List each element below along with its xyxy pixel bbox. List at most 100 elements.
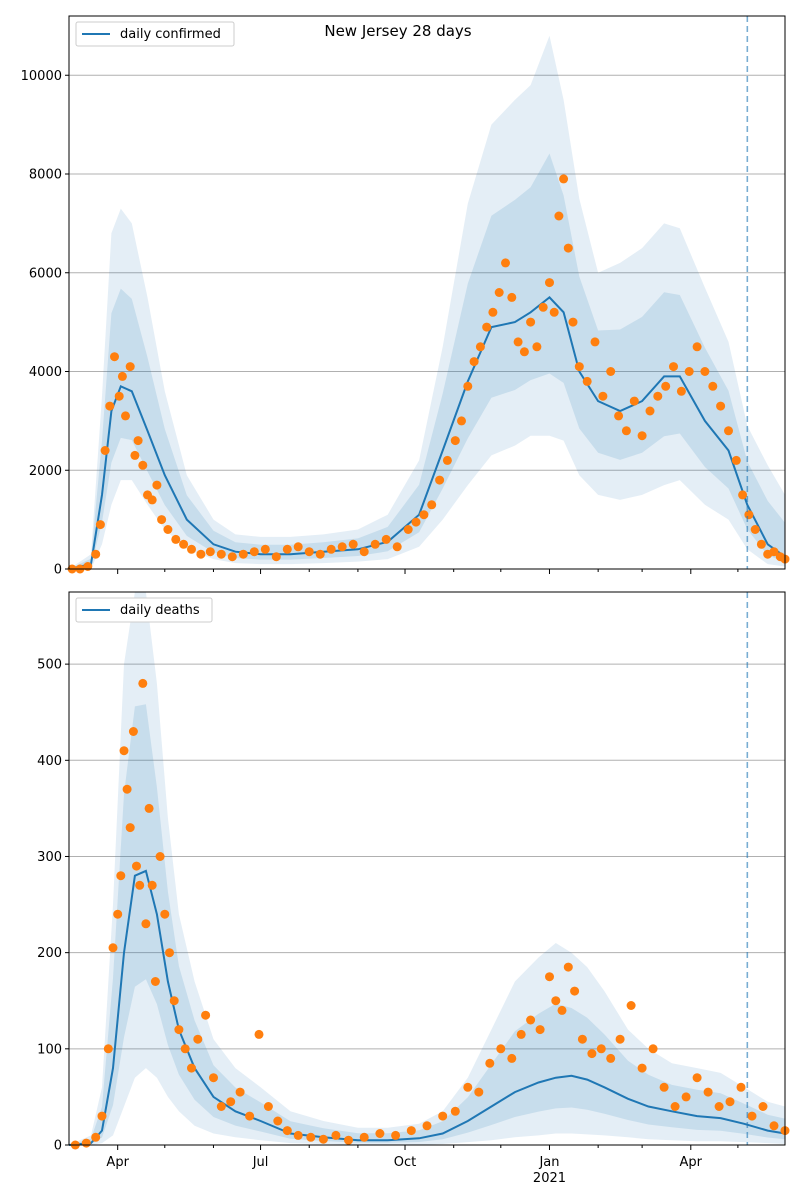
- deaths-data-point: [187, 1063, 196, 1073]
- confirmed-data-point: [238, 549, 248, 559]
- x-tick-label: Apr: [680, 1155, 703, 1170]
- deaths-data-point: [626, 1001, 636, 1010]
- deaths-legend-label: daily deaths: [120, 603, 200, 618]
- deaths-data-point: [125, 823, 135, 833]
- confirmed-data-point: [114, 391, 124, 401]
- confirmed-data-point: [442, 455, 452, 465]
- deaths-legend-box: [75, 597, 213, 623]
- deaths-data-point: [165, 948, 174, 958]
- confirmed-data-point: [83, 562, 93, 571]
- confirmed-data-point: [163, 525, 173, 534]
- confirmed-data-point: [187, 544, 196, 554]
- confirmed-data-point: [326, 544, 336, 554]
- confirmed-data-point: [482, 322, 492, 332]
- deaths-legend: daily deaths: [75, 597, 213, 623]
- confirmed-data-point: [731, 455, 741, 465]
- confirmed-data-point: [260, 544, 270, 554]
- confirmed-data-point: [282, 544, 292, 554]
- confirmed-data-point: [435, 475, 445, 485]
- confirmed-data-point: [750, 525, 760, 534]
- confirmed-data-point: [457, 416, 466, 426]
- deaths-data-point: [406, 1126, 416, 1136]
- confirmed-x-ticks: [117, 569, 739, 574]
- confirmed-y-tick-label: 8000: [29, 168, 62, 183]
- confirmed-data-point: [532, 342, 542, 352]
- confirmed-data-point: [205, 547, 215, 557]
- deaths-data-point: [169, 996, 179, 1006]
- confirmed-data-point: [419, 510, 429, 520]
- confirmed-data-point: [450, 436, 460, 446]
- deaths-data-point: [496, 1044, 506, 1054]
- deaths-data-point: [545, 972, 554, 982]
- confirmed-data-point: [157, 515, 167, 525]
- confirmed-plot-frame: [68, 15, 786, 570]
- confirmed-data-point: [381, 534, 391, 544]
- deaths-data-point: [97, 1111, 107, 1121]
- deaths-series-line: [68, 869, 786, 1146]
- confirmed-data-point: [337, 542, 347, 552]
- confirmed-grid: [69, 74, 785, 471]
- deaths-data-point: [263, 1102, 273, 1111]
- deaths-y-tick-label: 0: [54, 1139, 62, 1154]
- confirmed-data-point: [100, 446, 110, 455]
- deaths-data-point: [535, 1025, 545, 1035]
- confirmed-data-point: [133, 436, 143, 446]
- confirmed-data-point: [669, 362, 678, 372]
- confirmed-data-point: [568, 317, 578, 327]
- confirmed-y-tick-label: 2000: [29, 464, 62, 479]
- deaths-y-tick-label: 300: [37, 850, 62, 865]
- deaths-data-point: [747, 1111, 757, 1121]
- confirmed-y-tick-label: 10000: [21, 69, 62, 84]
- deaths-y-tick-label: 100: [37, 1042, 62, 1057]
- confirmed-data-point: [216, 549, 226, 559]
- confirmed-data-point: [519, 347, 529, 357]
- confirmed-data-point: [637, 431, 647, 441]
- confirmed-data-point: [645, 406, 655, 416]
- deaths-data-point: [108, 943, 118, 953]
- deaths-plot-frame: [68, 591, 786, 1146]
- x-tick-sublabel: 2021: [533, 1171, 566, 1186]
- deaths-data-point: [113, 909, 123, 919]
- deaths-data-point: [615, 1034, 625, 1044]
- confirmed-data-point: [559, 174, 569, 184]
- deaths-data-point: [507, 1053, 517, 1063]
- deaths-data-point: [606, 1053, 616, 1063]
- deaths-data-point: [91, 1132, 101, 1142]
- deaths-data-point: [132, 861, 141, 871]
- confirmed-series-line: [68, 296, 786, 570]
- deaths-bands: [69, 592, 785, 1145]
- confirmed-data-point: [494, 288, 504, 297]
- deaths-data-point: [587, 1049, 597, 1059]
- confirmed-legend-label: daily confirmed: [120, 27, 221, 42]
- confirmed-data-point: [110, 352, 119, 362]
- confirmed-data-point: [708, 381, 718, 391]
- confirmed-data-point: [526, 317, 536, 327]
- confirmed-data-point: [692, 342, 702, 352]
- deaths-data-point: [141, 919, 151, 929]
- deaths-data-point: [758, 1102, 768, 1111]
- confirmed-band-inner: [69, 153, 785, 569]
- deaths-data-point: [235, 1087, 245, 1097]
- deaths-data-point: [670, 1102, 680, 1111]
- deaths-data-point: [714, 1102, 724, 1111]
- confirmed-data-point: [724, 426, 733, 436]
- deaths-data-point: [438, 1111, 448, 1121]
- deaths-scatter: [70, 678, 790, 1150]
- deaths-data-point: [769, 1121, 779, 1131]
- confirmed-data-point: [507, 292, 517, 302]
- confirmed-data-point: [614, 411, 624, 421]
- deaths-central-line: [68, 869, 786, 1146]
- deaths-band-inner: [69, 704, 785, 1145]
- confirmed-data-point: [125, 362, 135, 372]
- confirmed-data-point: [196, 549, 206, 559]
- confirmed-data-point: [538, 302, 548, 312]
- confirmed-data-point: [117, 371, 127, 381]
- deaths-data-point: [245, 1111, 255, 1121]
- confirmed-data-point: [606, 367, 616, 376]
- confirmed-y-ticks: 0 2000 4000 6000 8000 10000: [21, 69, 69, 578]
- confirmed-chart: 0 2000 4000 6000 8000 10000 daily confirmed: [21, 15, 790, 578]
- deaths-data-point: [209, 1073, 218, 1083]
- deaths-data-point: [344, 1135, 353, 1145]
